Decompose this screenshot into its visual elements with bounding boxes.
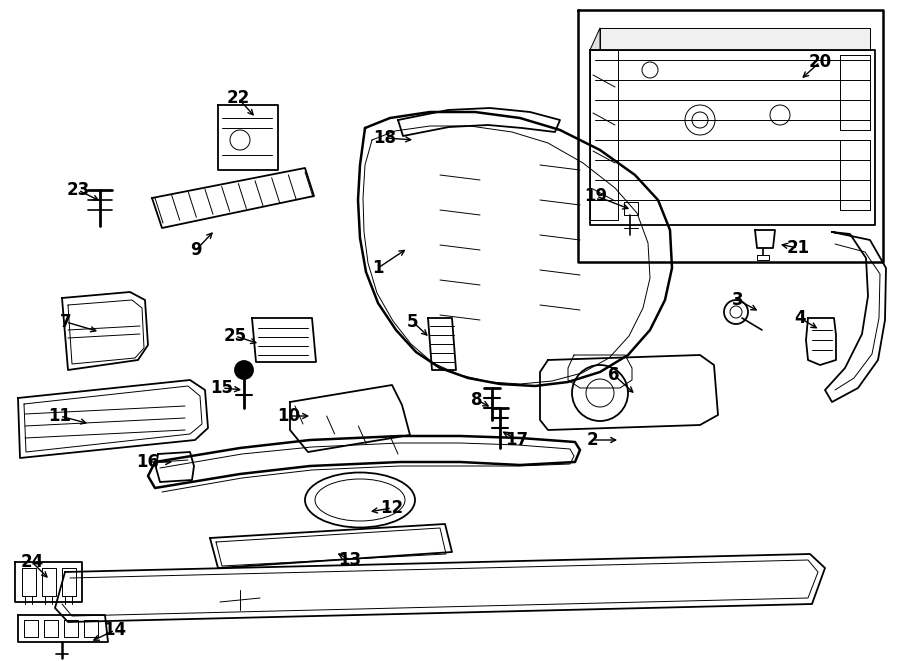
Text: 17: 17 bbox=[506, 431, 528, 449]
Text: 5: 5 bbox=[407, 313, 418, 331]
Polygon shape bbox=[156, 452, 194, 482]
Text: 11: 11 bbox=[49, 407, 71, 425]
Text: 3: 3 bbox=[733, 291, 743, 309]
Polygon shape bbox=[358, 112, 672, 386]
Polygon shape bbox=[540, 355, 718, 430]
Polygon shape bbox=[218, 105, 278, 170]
Text: 24: 24 bbox=[21, 553, 43, 571]
Polygon shape bbox=[755, 230, 775, 248]
Text: 9: 9 bbox=[190, 241, 202, 259]
Polygon shape bbox=[825, 232, 886, 402]
Polygon shape bbox=[252, 318, 316, 362]
Text: 21: 21 bbox=[787, 239, 810, 257]
Polygon shape bbox=[806, 318, 836, 365]
Text: 15: 15 bbox=[211, 379, 233, 397]
Polygon shape bbox=[18, 380, 208, 458]
Polygon shape bbox=[152, 168, 314, 228]
Polygon shape bbox=[148, 436, 580, 488]
Polygon shape bbox=[290, 385, 410, 452]
Text: 14: 14 bbox=[104, 621, 127, 639]
Text: 19: 19 bbox=[584, 187, 608, 205]
Polygon shape bbox=[18, 615, 108, 642]
Text: 12: 12 bbox=[381, 499, 403, 517]
Ellipse shape bbox=[305, 473, 415, 527]
Text: 8: 8 bbox=[472, 391, 482, 409]
Text: 22: 22 bbox=[227, 89, 249, 107]
Text: 25: 25 bbox=[223, 327, 247, 345]
Text: 10: 10 bbox=[277, 407, 301, 425]
Polygon shape bbox=[62, 292, 148, 370]
Polygon shape bbox=[428, 318, 456, 370]
Text: 6: 6 bbox=[608, 366, 620, 384]
Text: 13: 13 bbox=[338, 551, 362, 569]
Polygon shape bbox=[15, 562, 82, 602]
Polygon shape bbox=[590, 50, 875, 225]
Polygon shape bbox=[590, 28, 600, 50]
Circle shape bbox=[235, 361, 253, 379]
Text: 23: 23 bbox=[67, 181, 90, 199]
Polygon shape bbox=[210, 524, 452, 568]
Ellipse shape bbox=[315, 479, 405, 521]
Text: 20: 20 bbox=[808, 53, 832, 71]
Text: 2: 2 bbox=[586, 431, 598, 449]
Text: 7: 7 bbox=[60, 313, 72, 331]
Polygon shape bbox=[600, 28, 870, 50]
Text: 16: 16 bbox=[137, 453, 159, 471]
Text: 1: 1 bbox=[373, 259, 383, 277]
Text: 4: 4 bbox=[794, 309, 806, 327]
Polygon shape bbox=[55, 554, 825, 622]
Text: 18: 18 bbox=[374, 129, 397, 147]
